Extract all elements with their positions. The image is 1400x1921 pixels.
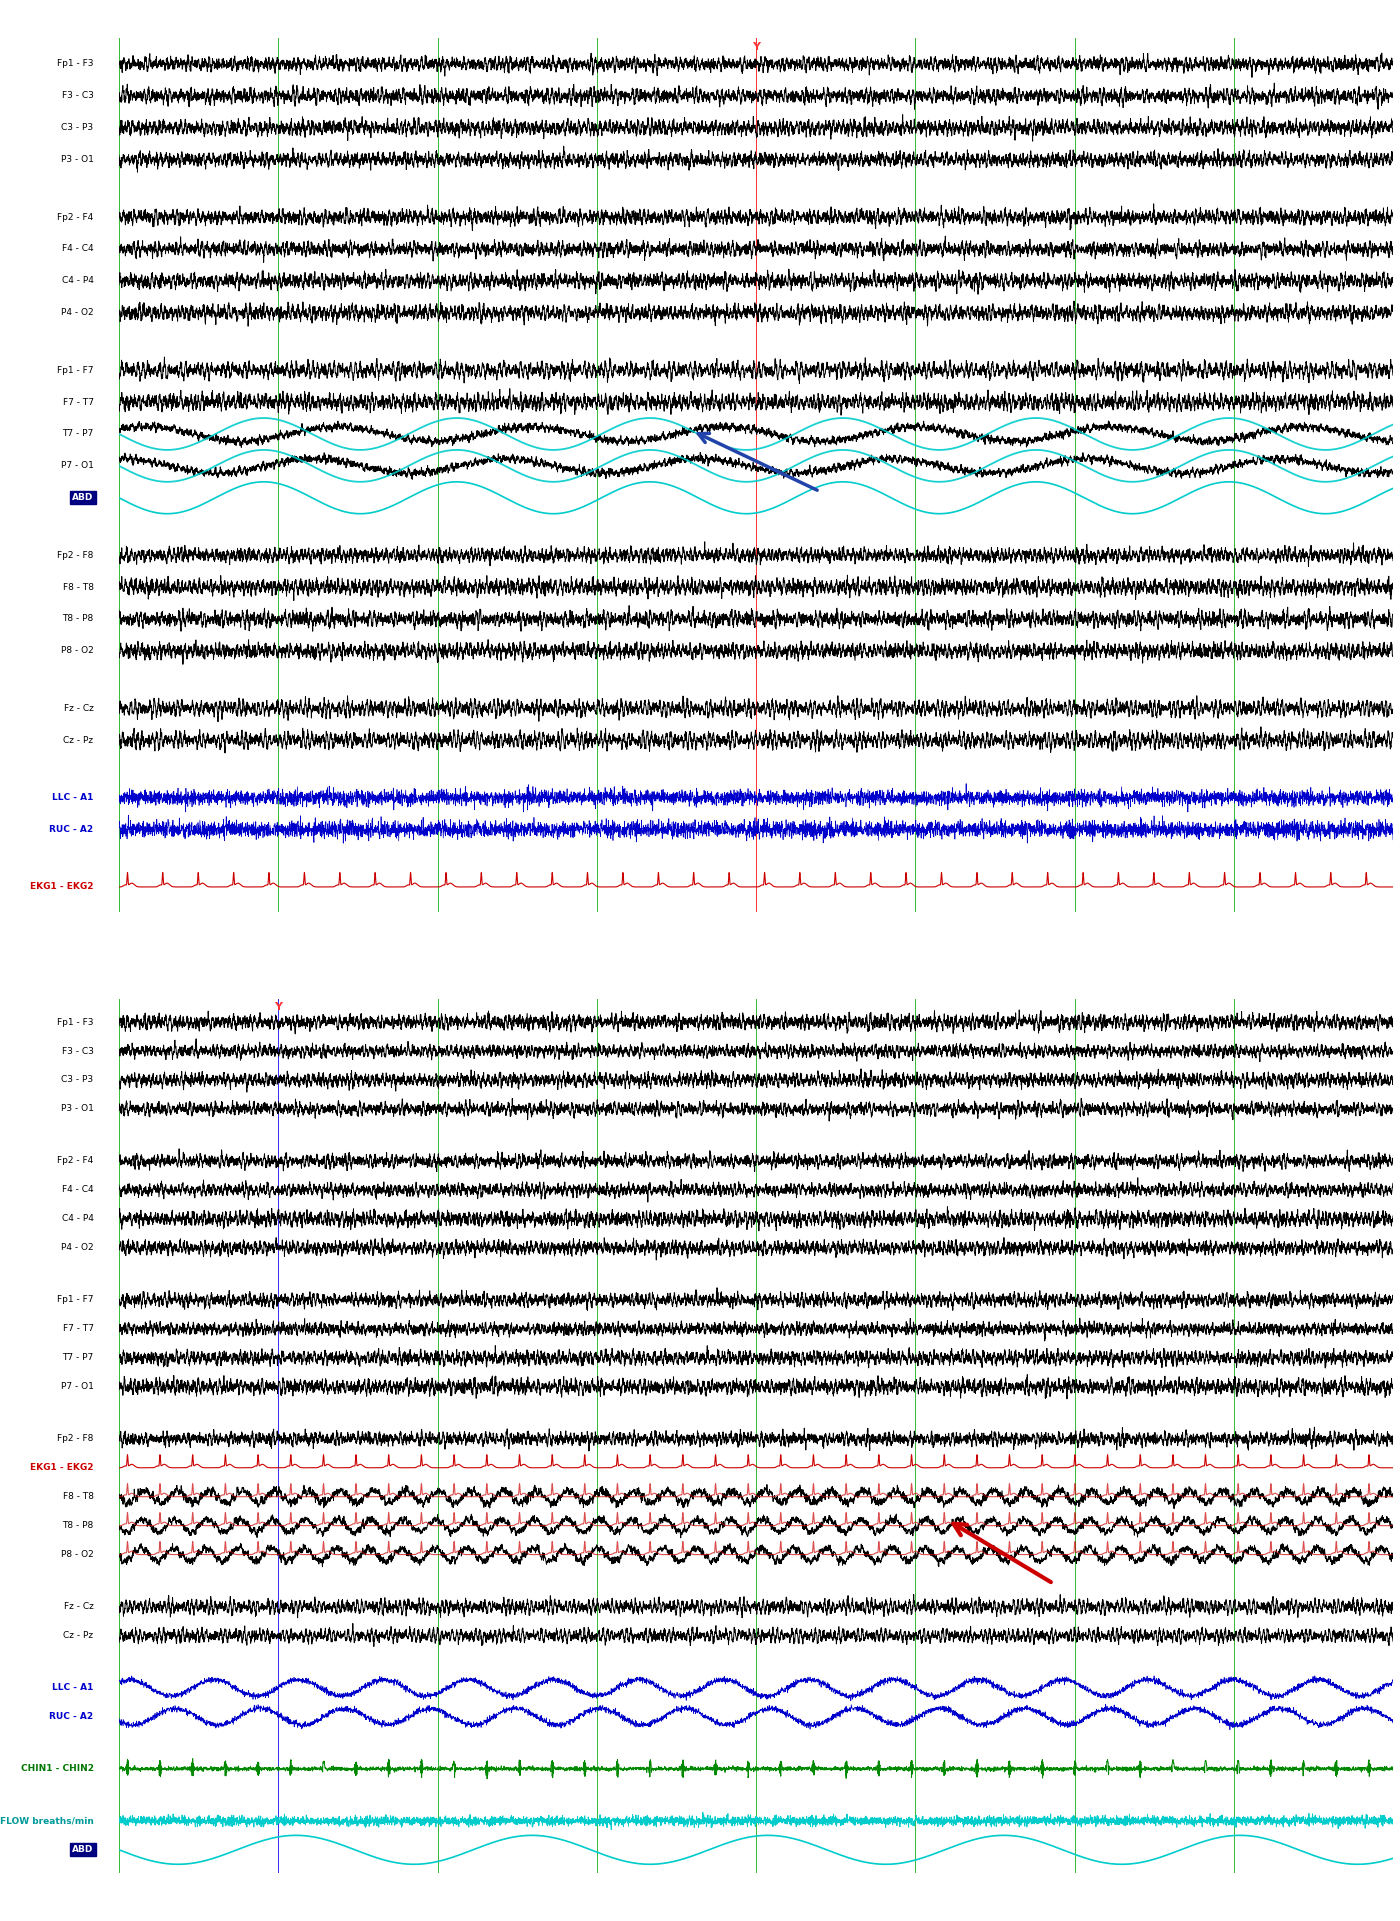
Text: P4 - O2: P4 - O2 <box>60 307 94 317</box>
Text: T8 - P8: T8 - P8 <box>62 1521 94 1531</box>
Text: C4 - P4: C4 - P4 <box>62 277 94 286</box>
Text: Y: Y <box>752 42 760 52</box>
Text: Fp1 - F7: Fp1 - F7 <box>57 365 94 375</box>
Text: Fz - Cz: Fz - Cz <box>63 703 94 713</box>
Text: ABD: ABD <box>73 494 94 501</box>
Text: Fp2 - F8: Fp2 - F8 <box>57 551 94 559</box>
Text: C4 - P4: C4 - P4 <box>62 1214 94 1224</box>
Text: P4 - O2: P4 - O2 <box>60 1243 94 1252</box>
Text: EKG1 - EKG2: EKG1 - EKG2 <box>29 882 94 891</box>
Text: P3 - O1: P3 - O1 <box>60 1105 94 1114</box>
Text: Y: Y <box>274 1003 283 1012</box>
Text: Fp1 - F3: Fp1 - F3 <box>57 1018 94 1026</box>
Text: Fp2 - F8: Fp2 - F8 <box>57 1435 94 1443</box>
Text: T8 - P8: T8 - P8 <box>62 615 94 624</box>
Text: Fp2 - F4: Fp2 - F4 <box>57 213 94 221</box>
Text: RUC - A2: RUC - A2 <box>49 1712 94 1721</box>
Text: P7 - O1: P7 - O1 <box>60 461 94 471</box>
Text: Cz - Pz: Cz - Pz <box>63 736 94 745</box>
Text: P7 - O1: P7 - O1 <box>60 1383 94 1391</box>
Text: P8 - O2: P8 - O2 <box>60 645 94 655</box>
Text: F8 - T8: F8 - T8 <box>63 582 94 592</box>
Text: F4 - C4: F4 - C4 <box>62 1185 94 1195</box>
Text: Cz - Pz: Cz - Pz <box>63 1631 94 1641</box>
Text: T7 - P7: T7 - P7 <box>62 1352 94 1362</box>
Text: Fp2 - F4: Fp2 - F4 <box>57 1156 94 1166</box>
Text: F7 - T7: F7 - T7 <box>63 398 94 407</box>
Text: LLC - A1: LLC - A1 <box>52 793 94 803</box>
Text: C3 - P3: C3 - P3 <box>62 123 94 133</box>
Text: F3 - C3: F3 - C3 <box>62 92 94 100</box>
Text: F4 - C4: F4 - C4 <box>62 244 94 254</box>
Text: ABD: ABD <box>73 1846 94 1854</box>
Text: CHIN1 - CHIN2: CHIN1 - CHIN2 <box>21 1763 94 1773</box>
Text: F8 - T8: F8 - T8 <box>63 1493 94 1500</box>
Text: LLC - A1: LLC - A1 <box>52 1683 94 1692</box>
Text: EKG1 - EKG2: EKG1 - EKG2 <box>29 1464 94 1471</box>
Text: C3 - P3: C3 - P3 <box>62 1076 94 1085</box>
Text: P3 - O1: P3 - O1 <box>60 156 94 163</box>
Text: FLOW breaths/min: FLOW breaths/min <box>0 1817 94 1825</box>
Text: F3 - C3: F3 - C3 <box>62 1047 94 1055</box>
Text: F7 - T7: F7 - T7 <box>63 1324 94 1333</box>
Text: T7 - P7: T7 - P7 <box>62 430 94 438</box>
Text: Fz - Cz: Fz - Cz <box>63 1602 94 1612</box>
Text: Fp1 - F7: Fp1 - F7 <box>57 1295 94 1304</box>
Text: RUC - A2: RUC - A2 <box>49 824 94 834</box>
Text: Fp1 - F3: Fp1 - F3 <box>57 60 94 69</box>
Text: P8 - O2: P8 - O2 <box>60 1550 94 1560</box>
